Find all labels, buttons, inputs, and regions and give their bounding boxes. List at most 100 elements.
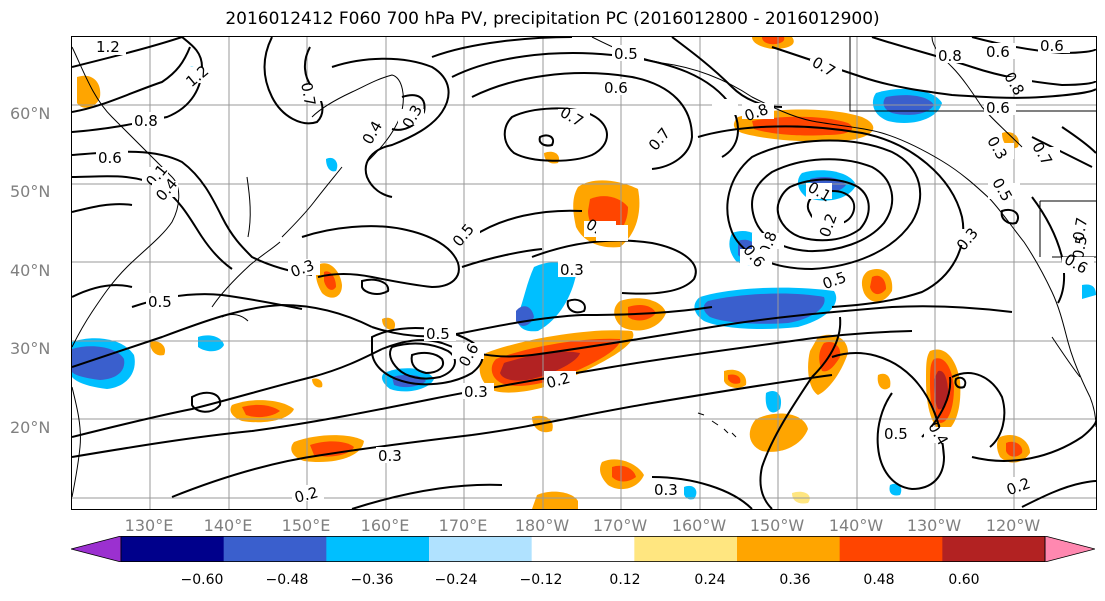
precip-negative-region (198, 335, 224, 352)
precip-positive-core (612, 465, 636, 482)
lon-label-160e: 160°E (360, 516, 410, 535)
pv-contour (381, 305, 1013, 358)
lat-label-30n: 30°N (10, 339, 51, 358)
pv-contour (697, 125, 965, 308)
pv-contour (951, 372, 1006, 448)
lat-lon-grid (72, 37, 1096, 509)
pv-contour (431, 37, 573, 58)
colorbar-tick: 0.48 (863, 572, 895, 588)
colorbar-segment (737, 536, 841, 562)
colorbar-segment (942, 536, 1046, 562)
colorbar-tick: 0.12 (609, 572, 641, 588)
contour-label: 0.7 (809, 53, 839, 81)
colorbar-segment (326, 536, 430, 562)
precip-positive-region (77, 75, 101, 108)
pv-contour (72, 175, 233, 270)
asia-coastline (72, 46, 180, 348)
colorbar-tick: 0.60 (948, 572, 980, 588)
lat-label-20n: 20°N (10, 418, 51, 437)
pv-contour (871, 37, 1096, 87)
contour-label: 0.3 (654, 481, 678, 499)
pv-contour (72, 348, 383, 438)
precip-negative-region (683, 485, 697, 500)
lon-label-130e: 130°E (124, 516, 174, 535)
pv-contour (461, 248, 543, 268)
pv-contour (371, 327, 484, 386)
colorbar (71, 536, 1095, 562)
pv-contour (971, 420, 1096, 462)
contour-label: 0.3 (560, 261, 584, 279)
colorbar-extend-high (1044, 536, 1095, 562)
colorbar-segment (121, 536, 225, 562)
contour-label: 0.7 (297, 81, 319, 108)
baja-coastline (1051, 336, 1081, 378)
precip-positive-region (877, 373, 891, 390)
contour-label: 0.8 (134, 112, 158, 130)
pv-contour (72, 303, 373, 368)
precip-positive-core (242, 404, 280, 418)
colorbar-tick: −0.12 (519, 572, 563, 588)
precip-positive-core (870, 275, 886, 295)
map-title: 2016012412 F060 700 hPa PV, precipitatio… (225, 9, 880, 29)
pv-contour (72, 150, 313, 276)
contour-label: 0.7 (1028, 139, 1056, 169)
contour-label: 0.3 (378, 447, 402, 465)
precip-positive-strong-core (500, 351, 580, 381)
pv-contour (1031, 136, 1093, 168)
pv-contour (566, 298, 586, 314)
contour-label: 0.2 (544, 369, 572, 393)
lon-label-120w: 120°W (985, 516, 1041, 535)
colorbar-segment (223, 536, 327, 562)
pv-contour (503, 107, 608, 162)
precip-positive-region (150, 341, 166, 356)
precip-positive-region (382, 317, 396, 330)
colorbar-segment (634, 536, 738, 562)
lon-label-140e: 140°E (203, 516, 253, 535)
pv-contour (471, 374, 833, 436)
precip-positive-core (728, 374, 741, 384)
philippines-coastline (72, 386, 81, 498)
contour-label: 0.5 (426, 325, 450, 343)
precip-negative-region (1082, 284, 1096, 299)
contour-label: 0.6 (986, 43, 1010, 61)
pv-contour (451, 52, 739, 158)
contour-label: 0.3 (953, 224, 982, 254)
contour-label: 0.6 (986, 99, 1010, 117)
pv-contour (831, 352, 946, 491)
contour-label: 0.7 (645, 124, 674, 154)
contour-label: 1.2 (96, 38, 120, 56)
colorbar-extend-low (71, 536, 122, 562)
precip-positive-core (762, 37, 785, 45)
kamchatka-coastline (311, 74, 404, 163)
colorbar-tick: −0.48 (265, 572, 309, 588)
pv-contour (471, 72, 694, 170)
pv-contour (751, 158, 893, 253)
contour-label: 0.5 (884, 425, 908, 443)
lon-label-140w: 140°W (828, 516, 884, 535)
precip-positive-region (532, 491, 578, 509)
contour-label: 0.6 (604, 79, 628, 97)
colorbar-segments (71, 536, 1095, 562)
lat-label-60n: 60°N (10, 104, 51, 123)
precip-negative-region (765, 390, 782, 413)
pv-contour (301, 225, 460, 289)
contour-label: 0.5 (988, 175, 1016, 205)
precip-positive-strong-core (934, 370, 948, 410)
pv-contour (1031, 196, 1066, 304)
precip-positive-region (312, 378, 323, 388)
contour-label: 0.8 (938, 47, 962, 65)
pv-contour (811, 316, 842, 378)
lon-label-170w: 170°W (592, 516, 648, 535)
contour-label: 0.5 (614, 45, 638, 63)
contour-label: 0.3 (464, 383, 488, 401)
contour-label: 0.5 (449, 220, 478, 250)
north-america-coastline (989, 198, 1096, 428)
colorbar-tick: −0.24 (434, 572, 478, 588)
colorbar-segment (839, 536, 943, 562)
lon-label-170e: 170°E (438, 516, 488, 535)
contour-label: 1.2 (182, 62, 212, 91)
contour-label: 0.4 (359, 118, 387, 148)
lon-label-180w: 180°W (514, 516, 570, 535)
pv-contour (72, 203, 133, 213)
pv-contour (1061, 126, 1096, 154)
